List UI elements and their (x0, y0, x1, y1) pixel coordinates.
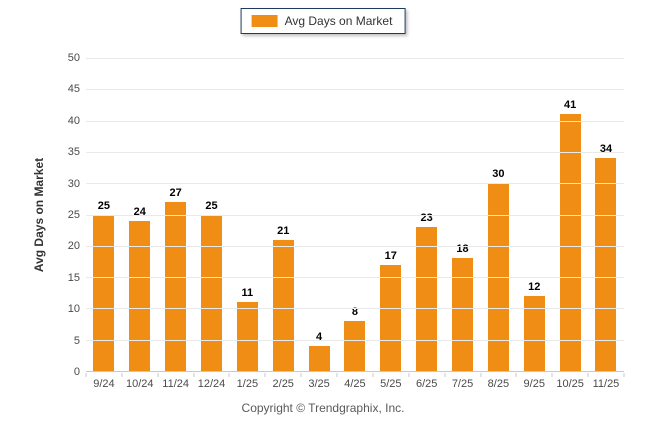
y-tick-label: 30 (67, 177, 80, 190)
bar (272, 239, 294, 371)
x-tick (228, 373, 230, 377)
bar-series: 25 24 27 25 11 21 4 8 17 23 18 30 12 41 34 (86, 58, 624, 371)
gridline (86, 183, 624, 185)
bar-value-label: 17 (384, 249, 397, 262)
x-tick (300, 373, 302, 377)
bar (236, 302, 258, 371)
y-tick-label: 50 (67, 52, 80, 64)
gridline (86, 339, 624, 341)
bar-value-label: 21 (277, 224, 290, 237)
bar-value-label: 8 (351, 305, 358, 318)
bar-slot: 41 (552, 58, 588, 371)
x-tick (121, 373, 123, 377)
x-tick (372, 373, 374, 377)
x-tick (85, 373, 87, 377)
x-tick (336, 373, 338, 377)
bar (595, 158, 617, 371)
bar (452, 258, 474, 371)
y-tick-label: 40 (67, 114, 80, 127)
x-tick-label: 8/25 (487, 378, 510, 390)
x-tick-label: 4/25 (344, 378, 366, 390)
y-tick-label: 15 (67, 271, 80, 284)
x-tick-label: 5/25 (380, 378, 402, 390)
gridline (86, 245, 624, 247)
gridline (86, 120, 624, 122)
y-tick-label: 10 (67, 303, 80, 316)
bar-value-label: 30 (492, 168, 505, 181)
x-tick (193, 373, 195, 377)
y-tick-label: 45 (67, 83, 80, 96)
bar-slot: 12 (516, 58, 552, 371)
x-tick (157, 373, 159, 377)
bar-value-label: 4 (316, 330, 323, 343)
y-tick-label: 25 (67, 209, 80, 221)
y-tick-label: 20 (67, 240, 80, 253)
x-tick (587, 373, 589, 377)
bar-value-label: 25 (205, 199, 218, 212)
bar (380, 264, 402, 371)
gridline (86, 277, 624, 279)
bar (308, 345, 330, 371)
x-tick-label: 9/24 (93, 378, 115, 390)
y-tick-label: 5 (73, 334, 80, 347)
x-tick (515, 373, 517, 377)
bar (559, 114, 581, 371)
x-tick-label: 2/25 (272, 378, 294, 390)
y-axis-tick-labels: 0 5 10 15 20 25 30 35 40 45 50 (46, 52, 80, 378)
x-axis-ticks (85, 372, 625, 377)
bar-value-label: 12 (528, 280, 541, 293)
gridline (86, 151, 624, 153)
x-tick-label: 10/25 (556, 378, 584, 390)
bar-slot: 11 (229, 58, 265, 371)
y-tick-label: 0 (73, 366, 80, 378)
bar (201, 214, 222, 371)
bar-slot: 25 (194, 58, 230, 371)
legend-swatch-icon (251, 15, 278, 27)
bar (129, 220, 151, 371)
y-axis-title: Avg Days on Market (32, 157, 46, 273)
bar (344, 320, 366, 371)
x-tick-label: 10/24 (126, 378, 154, 390)
x-tick (623, 373, 625, 377)
bar-slot: 27 (158, 58, 194, 371)
bar-slot: 25 (86, 58, 122, 371)
x-tick (408, 373, 410, 377)
x-tick (264, 373, 266, 377)
bar-value-label: 24 (133, 205, 146, 218)
gridline (86, 58, 624, 59)
gridline (86, 89, 624, 91)
copyright-text: Copyright © Trendgraphix, Inc. (241, 401, 405, 415)
bar (416, 227, 438, 371)
bar-value-label: 25 (97, 199, 111, 212)
bar-value-label: 27 (169, 186, 182, 199)
bar-value-label: 41 (563, 99, 577, 112)
x-tick (444, 373, 446, 377)
x-tick-label: 11/24 (162, 378, 189, 390)
bar (523, 295, 545, 371)
bar (93, 214, 115, 371)
bar-slot: 21 (265, 58, 301, 371)
x-tick (480, 373, 482, 377)
x-tick-label: 9/25 (523, 378, 545, 390)
x-tick-label: 1/25 (236, 378, 259, 390)
x-tick-label: 12/24 (197, 378, 226, 390)
x-tick-label: 7/25 (451, 378, 474, 390)
plot-area: 25 24 27 25 11 21 4 8 17 23 18 30 12 41 34 (86, 58, 624, 372)
x-tick-label: 11/25 (592, 378, 620, 390)
bar-slot: 4 (301, 58, 337, 371)
bar-value-label: 11 (241, 287, 254, 300)
x-tick-label: 3/25 (308, 378, 330, 390)
gridline (86, 214, 624, 216)
legend: Avg Days on Market (240, 8, 406, 34)
bar-slot: 17 (373, 58, 409, 371)
legend-label: Avg Days on Market (284, 14, 393, 28)
gridline (86, 308, 624, 310)
bar-value-label: 34 (599, 143, 613, 156)
x-tick (551, 373, 553, 377)
y-tick-label: 35 (67, 146, 80, 159)
x-axis-tick-labels: 9/24 10/24 11/24 12/24 1/25 2/25 3/25 4/25 5/25 6… (86, 378, 624, 390)
x-tick-label: 6/25 (415, 378, 438, 390)
bar (165, 201, 187, 371)
bar-slot: 8 (337, 58, 373, 371)
